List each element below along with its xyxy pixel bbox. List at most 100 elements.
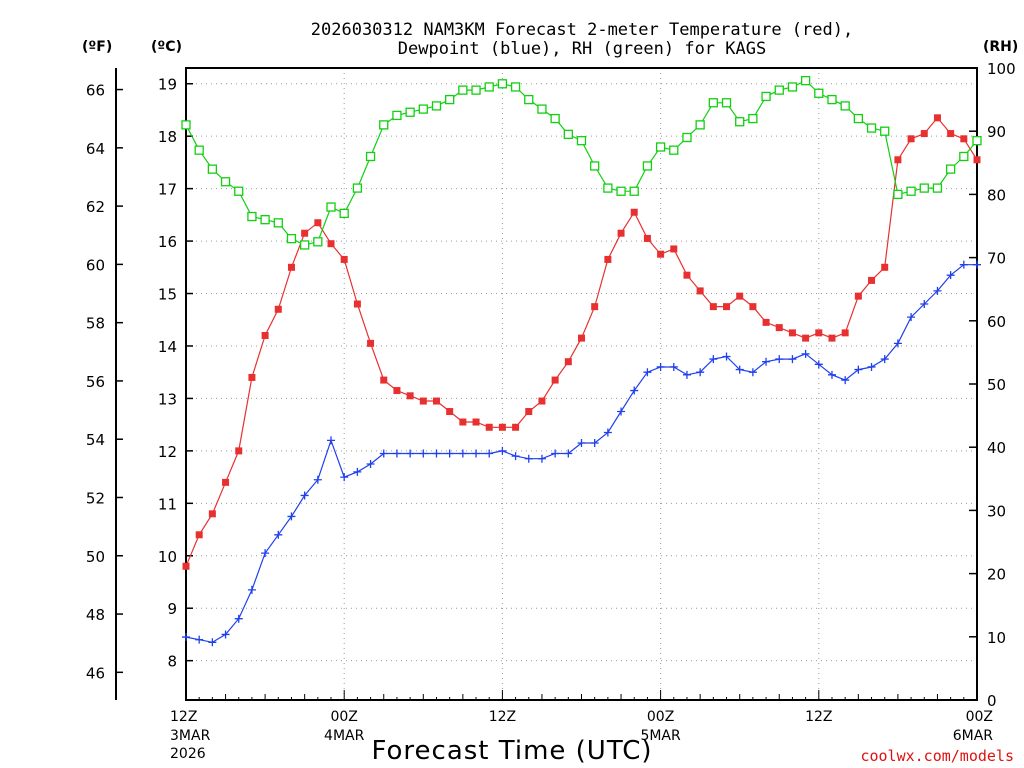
data-point [234,186,244,196]
data-point [207,164,218,174]
data-point [235,447,243,455]
data-point [525,408,533,416]
data-point [775,355,784,364]
data-point [419,397,427,405]
rh-tick-label: 20 [987,566,1006,584]
data-point [564,449,573,458]
plot-frame [185,67,978,701]
data-point [274,530,283,539]
data-point [960,135,968,143]
data-point [617,407,626,416]
data-point [366,459,375,468]
data-point [577,439,586,448]
data-point [352,183,363,193]
chart-title: 2026030312 NAM3KM Forecast 2-meter Tempe… [311,20,853,40]
data-point [630,386,639,395]
data-point [261,549,270,558]
data-point [313,237,323,247]
celsius-unit-label: (ºC) [151,39,182,55]
data-point [867,362,876,371]
data-point [801,349,810,358]
data-point [512,423,520,431]
data-point [815,329,823,337]
credit-text: coolwx.com/models [860,747,1014,765]
celsius-tick-label: 14 [158,338,177,356]
data-point [194,145,204,155]
data-point [367,339,375,347]
data-point [868,276,876,284]
fahrenheit-tick-label: 60 [86,256,105,274]
data-point [973,156,981,164]
series-rh [181,75,982,250]
x-tick-label: 00Z [330,709,357,725]
data-point [472,449,481,458]
data-point [498,446,507,455]
data-point [379,120,389,130]
data-point [893,189,903,200]
data-point [326,202,336,212]
data-point [695,120,705,130]
data-point [234,614,243,623]
data-point [893,339,902,348]
data-point [774,85,784,95]
data-point [393,387,401,395]
data-point [340,473,349,482]
data-point [287,263,295,271]
data-point [682,132,692,143]
data-point [576,136,587,146]
rh-tick-label: 50 [987,376,1006,394]
axes [115,67,978,701]
data-point [657,250,665,258]
data-point [880,126,890,136]
data-point [945,164,956,174]
data-point [907,313,916,322]
rh-tick-label: 0 [987,692,997,710]
data-point [273,218,283,228]
data-point [220,177,231,187]
data-point [696,368,705,377]
data-point [392,110,402,121]
data-point [195,635,204,644]
data-point [853,113,863,124]
rh-tick-label: 100 [987,60,1016,78]
data-point [854,292,862,300]
data-point [274,305,282,313]
data-point [405,107,415,117]
data-point [208,510,216,518]
data-point [642,161,653,171]
data-point [920,300,929,309]
data-point [484,82,494,92]
x-tick-date: 4MAR [324,728,365,744]
celsius-tick-label: 16 [158,233,177,251]
x-tick-label: 00Z [647,709,674,725]
data-point [564,358,572,366]
x-tick-label: 12Z [489,709,516,725]
x-tick-label: 12Z [170,709,197,725]
data-point [510,82,521,92]
rh-tick-label: 90 [987,123,1006,141]
data-point [485,449,494,458]
series-line [185,264,977,643]
celsius-tick-label: 13 [158,390,177,408]
data-point [524,94,534,105]
data-point [629,186,639,196]
data-point [419,449,428,458]
data-point [696,287,704,295]
tick-labels: 8 9 10 11 12 13 14 15 16 17 18 19 46 48 50 52 54 56 58 60 62… [86,60,1016,762]
data-point [431,101,442,111]
data-point [709,355,718,364]
data-point [221,630,230,639]
data-point [353,467,362,476]
x-axis-label: Forecast Time (UTC) [371,736,652,766]
data-point [841,376,850,385]
chart-subtitle: Dewpoint (blue), RH (green) for KAGS [398,39,766,59]
data-point [550,113,560,124]
data-point [616,186,626,196]
data-point [406,392,414,400]
fahrenheit-unit-label: (ºF) [82,39,112,55]
data-point [591,303,599,311]
fahrenheit-tick-label: 66 [86,82,105,100]
data-point [840,101,850,111]
data-point [260,215,270,225]
fahrenheit-tick-label: 46 [86,664,105,682]
